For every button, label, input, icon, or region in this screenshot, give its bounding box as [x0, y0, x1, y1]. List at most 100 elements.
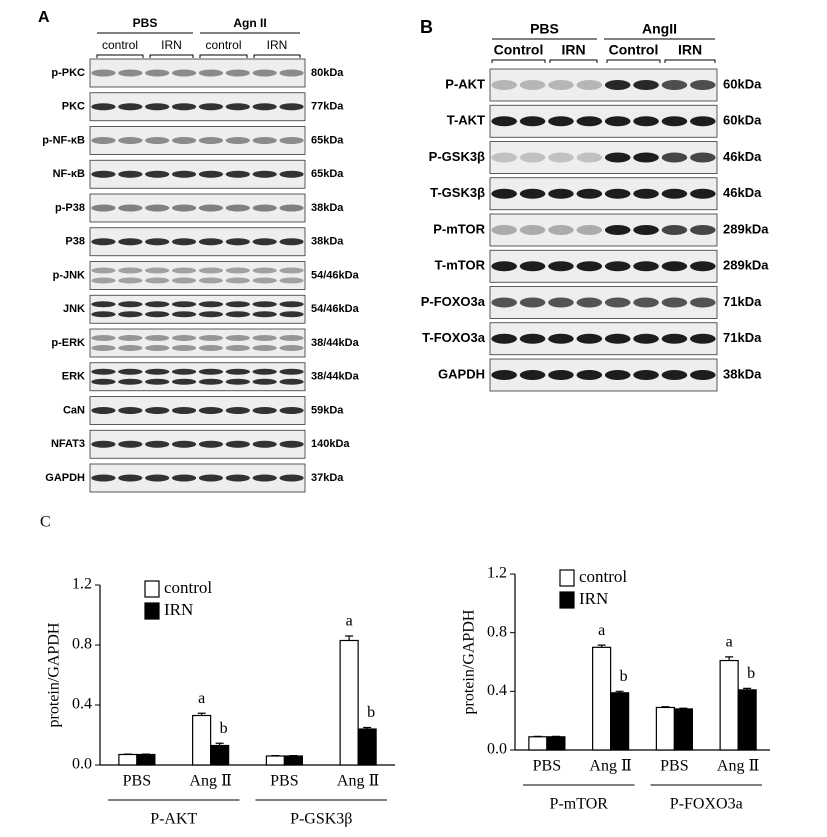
- blot-band: [91, 334, 116, 341]
- protein-label: T-FOXO3a: [422, 330, 486, 345]
- blot-band: [198, 103, 224, 111]
- bar: [673, 708, 693, 751]
- blot-band: [633, 297, 659, 308]
- blot-band: [171, 311, 197, 318]
- blot-band: [633, 261, 659, 272]
- blot-band: [690, 152, 716, 163]
- blot-band: [198, 277, 224, 284]
- y-tick-label: 0.8: [72, 636, 92, 653]
- y-axis-label: protein/GAPDH: [461, 609, 478, 714]
- x-tick-label: Ang Ⅱ: [337, 773, 379, 790]
- group-label: P-FOXO3a: [670, 796, 743, 813]
- blot-band: [491, 370, 517, 380]
- y-tick-label: 1.2: [487, 565, 507, 582]
- blot-band: [491, 261, 517, 272]
- size-label: 38/44kDa: [311, 371, 360, 383]
- bar: [592, 646, 612, 751]
- blot-band: [91, 238, 116, 246]
- bar: [737, 689, 757, 751]
- size-label: 71kDa: [723, 294, 762, 309]
- blot-band: [91, 378, 116, 385]
- blot-band: [171, 474, 197, 482]
- protein-label: P-GSK3β: [429, 149, 485, 164]
- blot-band: [171, 277, 197, 284]
- x-tick-label: Ang Ⅱ: [717, 758, 759, 775]
- blot-band: [91, 137, 116, 144]
- blot-band: [633, 188, 659, 199]
- blot-band: [171, 301, 197, 308]
- blot-band: [118, 277, 143, 284]
- size-label: 54/46kDa: [311, 303, 360, 315]
- blot-band: [145, 368, 170, 375]
- blot-band: [198, 311, 224, 318]
- blot-strip: [89, 294, 306, 324]
- blot-band: [491, 80, 517, 90]
- size-label: 46kDa: [723, 185, 762, 200]
- blot-band: [118, 69, 143, 77]
- y-tick-label: 0.4: [487, 682, 507, 699]
- blot-band: [198, 334, 224, 341]
- protein-label: T-AKT: [447, 113, 485, 128]
- blot-band: [225, 277, 250, 284]
- blot-band: [145, 407, 170, 414]
- size-label: 60kDa: [723, 76, 762, 91]
- legend-label: control: [164, 578, 212, 597]
- blot-band: [91, 103, 116, 111]
- panel-label: C: [40, 514, 51, 531]
- blot-band: [690, 261, 716, 272]
- blot-band: [198, 170, 224, 178]
- blot-band: [548, 188, 574, 199]
- blot-band: [91, 407, 116, 414]
- blot-band: [661, 188, 688, 199]
- blot-band: [225, 301, 250, 308]
- significance-letter: a: [726, 634, 733, 651]
- group-label: P-mTOR: [550, 796, 609, 813]
- protein-label: p-PKC: [51, 67, 85, 79]
- legend-swatch: [559, 591, 575, 609]
- blot-band: [91, 277, 116, 284]
- blot-band: [171, 170, 197, 178]
- blot-band: [491, 333, 517, 344]
- y-tick-label: 0.8: [487, 623, 507, 640]
- blot-band: [118, 368, 143, 375]
- blot-band: [279, 238, 304, 246]
- group-label: Agn II: [233, 16, 266, 30]
- blot-band: [279, 267, 304, 274]
- blot-band: [690, 370, 716, 380]
- size-label: 54/46kDa: [311, 269, 360, 281]
- error-bar: [679, 707, 688, 709]
- size-label: 289kDa: [723, 221, 769, 236]
- blot-band: [118, 170, 143, 178]
- bar: [610, 692, 630, 751]
- significance-letter: b: [220, 720, 228, 737]
- bar: [528, 736, 548, 751]
- size-label: 65kDa: [311, 134, 344, 146]
- blot-band: [519, 225, 546, 235]
- blot-band: [118, 474, 143, 482]
- blot-band: [145, 204, 170, 212]
- blot-band: [118, 238, 143, 246]
- blot-band: [91, 170, 116, 178]
- blot-band: [604, 333, 631, 344]
- blot-band: [279, 368, 304, 375]
- blot-band: [225, 407, 250, 414]
- blot-band: [604, 225, 631, 235]
- x-tick-label: PBS: [270, 773, 298, 790]
- protein-label: JNK: [63, 303, 85, 315]
- size-label: 80kDa: [311, 67, 344, 79]
- blot-band: [225, 137, 250, 144]
- blot-band: [252, 345, 277, 352]
- blot-band: [145, 238, 170, 246]
- y-tick-label: 0.0: [487, 741, 507, 758]
- blot-band: [145, 378, 170, 385]
- blot-band: [225, 69, 250, 77]
- subgroup-bracket: [491, 59, 546, 63]
- legend-swatch: [144, 602, 160, 620]
- legend-swatch: [559, 569, 575, 587]
- blot-band: [118, 267, 143, 274]
- blot-band: [145, 170, 170, 178]
- protein-label: NF-κB: [53, 168, 85, 180]
- blot-band: [548, 152, 574, 163]
- blot-band: [145, 474, 170, 482]
